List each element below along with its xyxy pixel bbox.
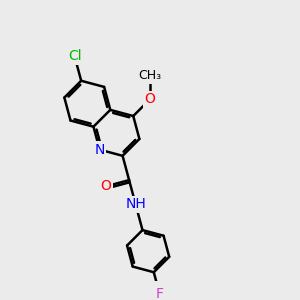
Text: CH₃: CH₃ xyxy=(139,69,162,82)
Text: N: N xyxy=(94,142,105,157)
Text: O: O xyxy=(101,179,112,193)
Text: Cl: Cl xyxy=(68,50,82,63)
Text: NH: NH xyxy=(125,197,146,212)
Text: F: F xyxy=(156,287,164,300)
Text: O: O xyxy=(145,92,155,106)
